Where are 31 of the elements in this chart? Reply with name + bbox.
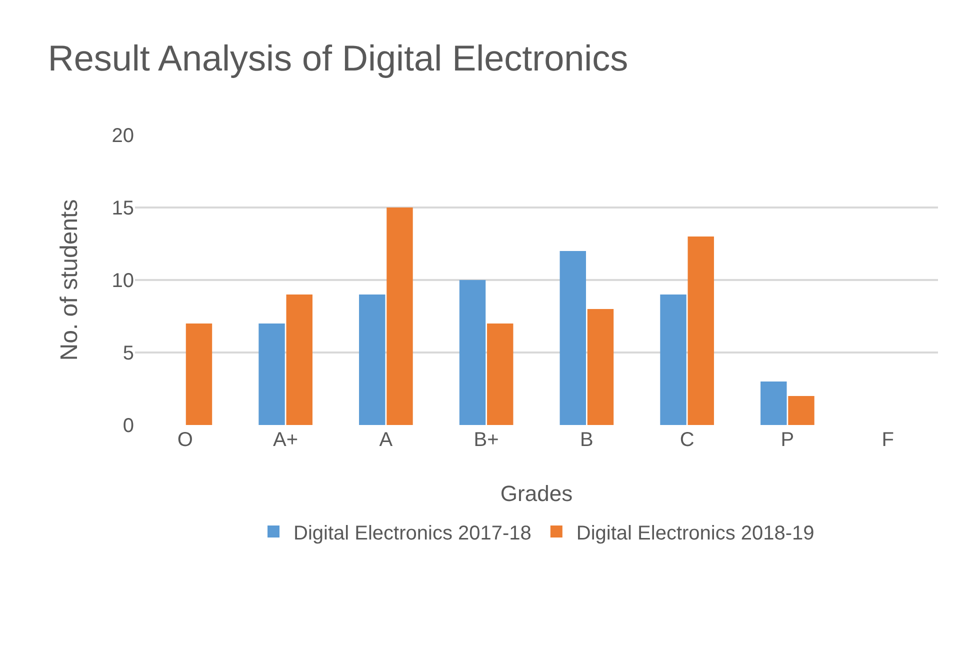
y-tick-label: 5 bbox=[122, 342, 134, 364]
bar bbox=[258, 324, 285, 425]
y-tick-label: 10 bbox=[112, 270, 134, 292]
bar bbox=[688, 236, 714, 425]
bar bbox=[286, 294, 312, 425]
x-tick-label: C bbox=[680, 429, 694, 451]
bar bbox=[459, 280, 486, 425]
bar bbox=[587, 309, 614, 425]
y-tick-label: 15 bbox=[112, 198, 134, 220]
legend-label: Digital Electronics 2018-19 bbox=[576, 522, 814, 544]
bar bbox=[359, 294, 386, 425]
bar bbox=[760, 382, 787, 425]
x-tick-label: P bbox=[780, 429, 794, 451]
legend-label: Digital Electronics 2017-18 bbox=[294, 522, 532, 544]
x-tick-label: B bbox=[580, 429, 594, 451]
x-tick-label: F bbox=[882, 429, 894, 451]
x-axis-title: Grades bbox=[500, 481, 573, 506]
x-tick-label: A bbox=[379, 429, 394, 451]
x-tick-label: O bbox=[177, 429, 193, 451]
y-tick-label: 20 bbox=[112, 125, 134, 147]
x-tick-label: B+ bbox=[474, 429, 499, 451]
bar bbox=[660, 294, 686, 425]
bar bbox=[186, 324, 212, 425]
bar bbox=[487, 324, 514, 425]
x-tick-label: A+ bbox=[273, 429, 298, 451]
y-axis-title: No. of students bbox=[56, 199, 83, 361]
chart-title: Result Analysis of Digital Electronics bbox=[48, 38, 628, 79]
bar bbox=[788, 396, 814, 425]
bar bbox=[560, 251, 586, 425]
y-tick-label: 0 bbox=[122, 415, 134, 437]
bar bbox=[386, 208, 413, 425]
